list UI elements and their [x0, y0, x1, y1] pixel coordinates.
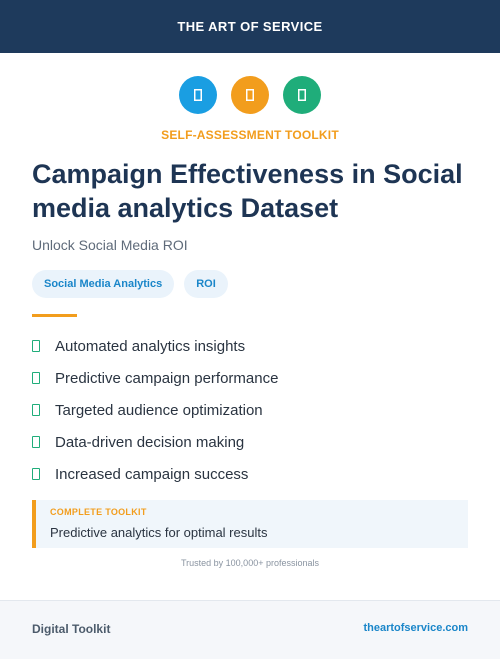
accent-divider — [32, 314, 77, 317]
feature-text: Increased campaign success — [55, 465, 249, 483]
brand-header: THE ART OF SERVICE — [0, 0, 500, 53]
icon-row — [0, 76, 500, 114]
toolkit-icon — [179, 76, 217, 114]
check-icon — [32, 468, 40, 480]
check-icon — [32, 404, 40, 416]
tag-list: Social Media Analytics ROI — [32, 270, 228, 298]
list-item: Data-driven decision making — [32, 426, 278, 458]
feature-text: Predictive campaign performance — [55, 369, 279, 387]
website-link[interactable]: theartofservice.com — [363, 622, 468, 634]
brand-name: THE ART OF SERVICE — [177, 19, 323, 34]
callout-label: COMPLETE TOOLKIT — [50, 507, 147, 517]
feature-text: Automated analytics insights — [55, 337, 246, 355]
feature-text: Data-driven decision making — [55, 433, 245, 451]
footer-label: Digital Toolkit — [32, 622, 111, 636]
analytics-icon — [283, 76, 321, 114]
check-icon — [32, 372, 40, 384]
page-subtitle: Unlock Social Media ROI — [32, 237, 188, 253]
list-item: Predictive campaign performance — [32, 362, 278, 394]
toolkit-callout: COMPLETE TOOLKIT Predictive analytics fo… — [32, 500, 468, 548]
page-title: Campaign Effectiveness in Social media a… — [32, 159, 463, 223]
checklist-icon — [231, 76, 269, 114]
trust-note: Trusted by 100,000+ professionals — [180, 558, 319, 568]
list-item: Automated analytics insights — [32, 330, 278, 362]
check-icon — [32, 340, 40, 352]
check-icon — [32, 436, 40, 448]
footer: Digital Toolkit theartofservice.com — [0, 600, 500, 659]
eyebrow-label: SELF-ASSESSMENT TOOLKIT — [161, 128, 339, 142]
list-item: Targeted audience optimization — [32, 394, 278, 426]
feature-text: Targeted audience optimization — [55, 401, 263, 419]
feature-list: Automated analytics insights Predictive … — [32, 330, 278, 490]
tag-roi: ROI — [184, 270, 228, 298]
callout-text: Predictive analytics for optimal results — [50, 525, 268, 540]
list-item: Increased campaign success — [32, 458, 278, 490]
tag-social-media-analytics: Social Media Analytics — [32, 270, 175, 298]
